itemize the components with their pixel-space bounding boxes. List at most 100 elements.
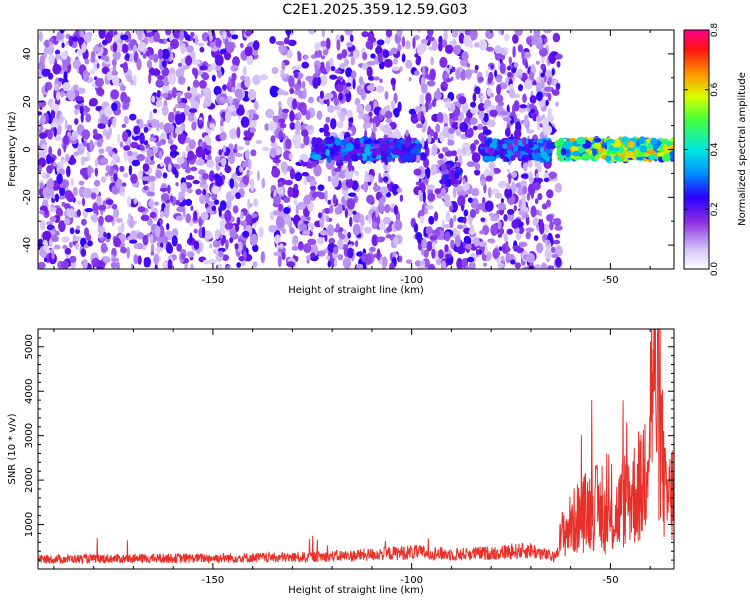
- spectrogram-cell: [434, 228, 441, 237]
- spectrogram-cell: [522, 185, 528, 195]
- spectrogram-cell: [171, 228, 179, 238]
- spectrogram-cell: [476, 248, 480, 256]
- spectrogram-cell: [449, 217, 454, 229]
- spectrogram-cell: [183, 105, 192, 117]
- spectrogram-cell: [544, 248, 552, 260]
- spectrogram-cell: [286, 261, 296, 268]
- spectrogram-cell: [379, 177, 384, 183]
- spectrogram-cell: [209, 243, 213, 249]
- spectrogram-cell: [364, 175, 370, 182]
- spectrogram-cell: [393, 107, 400, 118]
- spectrogram-cell: [456, 224, 464, 230]
- spectrogram-cell: [468, 229, 476, 235]
- spectrogram-cell: [423, 125, 427, 133]
- spectrogram-cell: [427, 263, 436, 269]
- spectrogram-cell: [40, 114, 46, 126]
- spectrogram-cell: [272, 159, 281, 164]
- spectrogram-signal-cell: [514, 150, 521, 158]
- spectrogram-cell: [123, 145, 131, 151]
- spectrogram-cell: [259, 74, 269, 81]
- spectrogram-signal-cell: [598, 147, 605, 153]
- spectrogram-cell: [49, 216, 57, 223]
- spectrogram-cell: [336, 39, 341, 51]
- spectrogram-cell: [301, 61, 310, 69]
- colorbar-gradient: [683, 29, 710, 270]
- spectrogram-cell: [346, 109, 353, 118]
- spectrogram-cell: [389, 262, 395, 269]
- spectrogram-cell: [476, 123, 484, 131]
- spectrogram-cell: [278, 43, 285, 54]
- spectrogram-cell: [131, 159, 141, 167]
- spectrogram-cell: [233, 148, 237, 154]
- spectrogram-cell: [176, 206, 185, 213]
- spectrogram-cell: [503, 214, 508, 222]
- spectrogram-cell: [73, 84, 79, 90]
- spectrogram-cell: [415, 181, 421, 186]
- spectrogram-cell: [252, 244, 259, 253]
- spectrogram-cell: [273, 251, 282, 257]
- spectrogram-cell: [211, 185, 220, 195]
- spectrogram-cell: [430, 164, 438, 176]
- spectrogram-signal-cell: [359, 137, 364, 144]
- spectrogram-cell: [79, 105, 84, 115]
- spectrogram-cell: [187, 115, 195, 122]
- snr-y-tick-label: 2000: [24, 467, 35, 492]
- spectrogram-signal-cell: [629, 140, 635, 149]
- spectrogram-cell: [221, 254, 230, 261]
- spectrogram-cell: [180, 182, 187, 194]
- spectrogram-cell: [111, 102, 118, 112]
- spectrogram-cell: [398, 255, 403, 263]
- spectrogram-cell: [276, 186, 284, 195]
- snr-y-tick-label: 4000: [24, 378, 35, 403]
- spectrogram-cell: [238, 165, 244, 173]
- spectrogram-cell: [529, 71, 535, 81]
- spectrogram-cell: [202, 189, 207, 196]
- spectrogram-cell: [346, 42, 353, 48]
- spectrogram-cell: [375, 85, 385, 93]
- spectrogram-cell: [545, 99, 549, 106]
- spectrogram-cell: [153, 31, 161, 43]
- spectrogram-cell: [252, 74, 261, 86]
- spectrogram-cell: [72, 36, 79, 42]
- spectrogram-cell: [475, 207, 480, 215]
- spectrogram-cell: [48, 54, 55, 65]
- spectrogram-cell: [524, 114, 529, 125]
- spectrogram-cell: [169, 195, 174, 203]
- spectrogram-cell: [179, 30, 185, 41]
- spectrogram-signal-cell: [361, 153, 367, 161]
- spectrogram-cell: [136, 58, 142, 71]
- spectrogram-cell: [39, 182, 44, 189]
- spectrogram-cell: [448, 127, 455, 134]
- spectrogram-cell: [103, 231, 107, 238]
- spectrogram-cell: [219, 200, 227, 211]
- spectrogram-cell: [251, 213, 258, 218]
- spectrogram-cell: [362, 52, 368, 61]
- spectrogram-cell: [405, 129, 409, 137]
- spectrogram-cell: [222, 84, 227, 91]
- spectrogram-cell: [555, 101, 559, 107]
- spectrogram-cell: [162, 172, 168, 179]
- spectrogram-cell: [99, 118, 106, 124]
- spectrogram-cell: [229, 227, 237, 238]
- spectrogram-cell: [125, 53, 130, 60]
- spectrogram-cell: [188, 139, 196, 150]
- spectrogram-cell: [351, 180, 359, 191]
- spectrogram-cell: [414, 70, 420, 76]
- spectrogram-cell: [98, 148, 105, 154]
- spectrogram-cell: [543, 86, 553, 92]
- spectrogram-cell: [219, 228, 226, 235]
- spectrogram-cell: [178, 62, 182, 67]
- spectrogram-cell: [414, 260, 421, 267]
- spectrogram-signal-cell: [621, 136, 628, 144]
- spectrogram-cell: [505, 253, 515, 261]
- spectrogram-cell: [497, 233, 502, 238]
- spectrogram-cell: [56, 173, 63, 185]
- spectrogram-cell: [515, 232, 522, 241]
- spectrogram-cell: [38, 150, 47, 161]
- spectrogram-cell: [371, 234, 379, 247]
- snr-y-tick-label: 3000: [24, 423, 35, 448]
- spectrogram-cell: [59, 183, 64, 188]
- spectrogram-cell: [77, 143, 85, 156]
- spectrogram-cell: [435, 258, 442, 266]
- spectrogram-cell: [418, 209, 425, 217]
